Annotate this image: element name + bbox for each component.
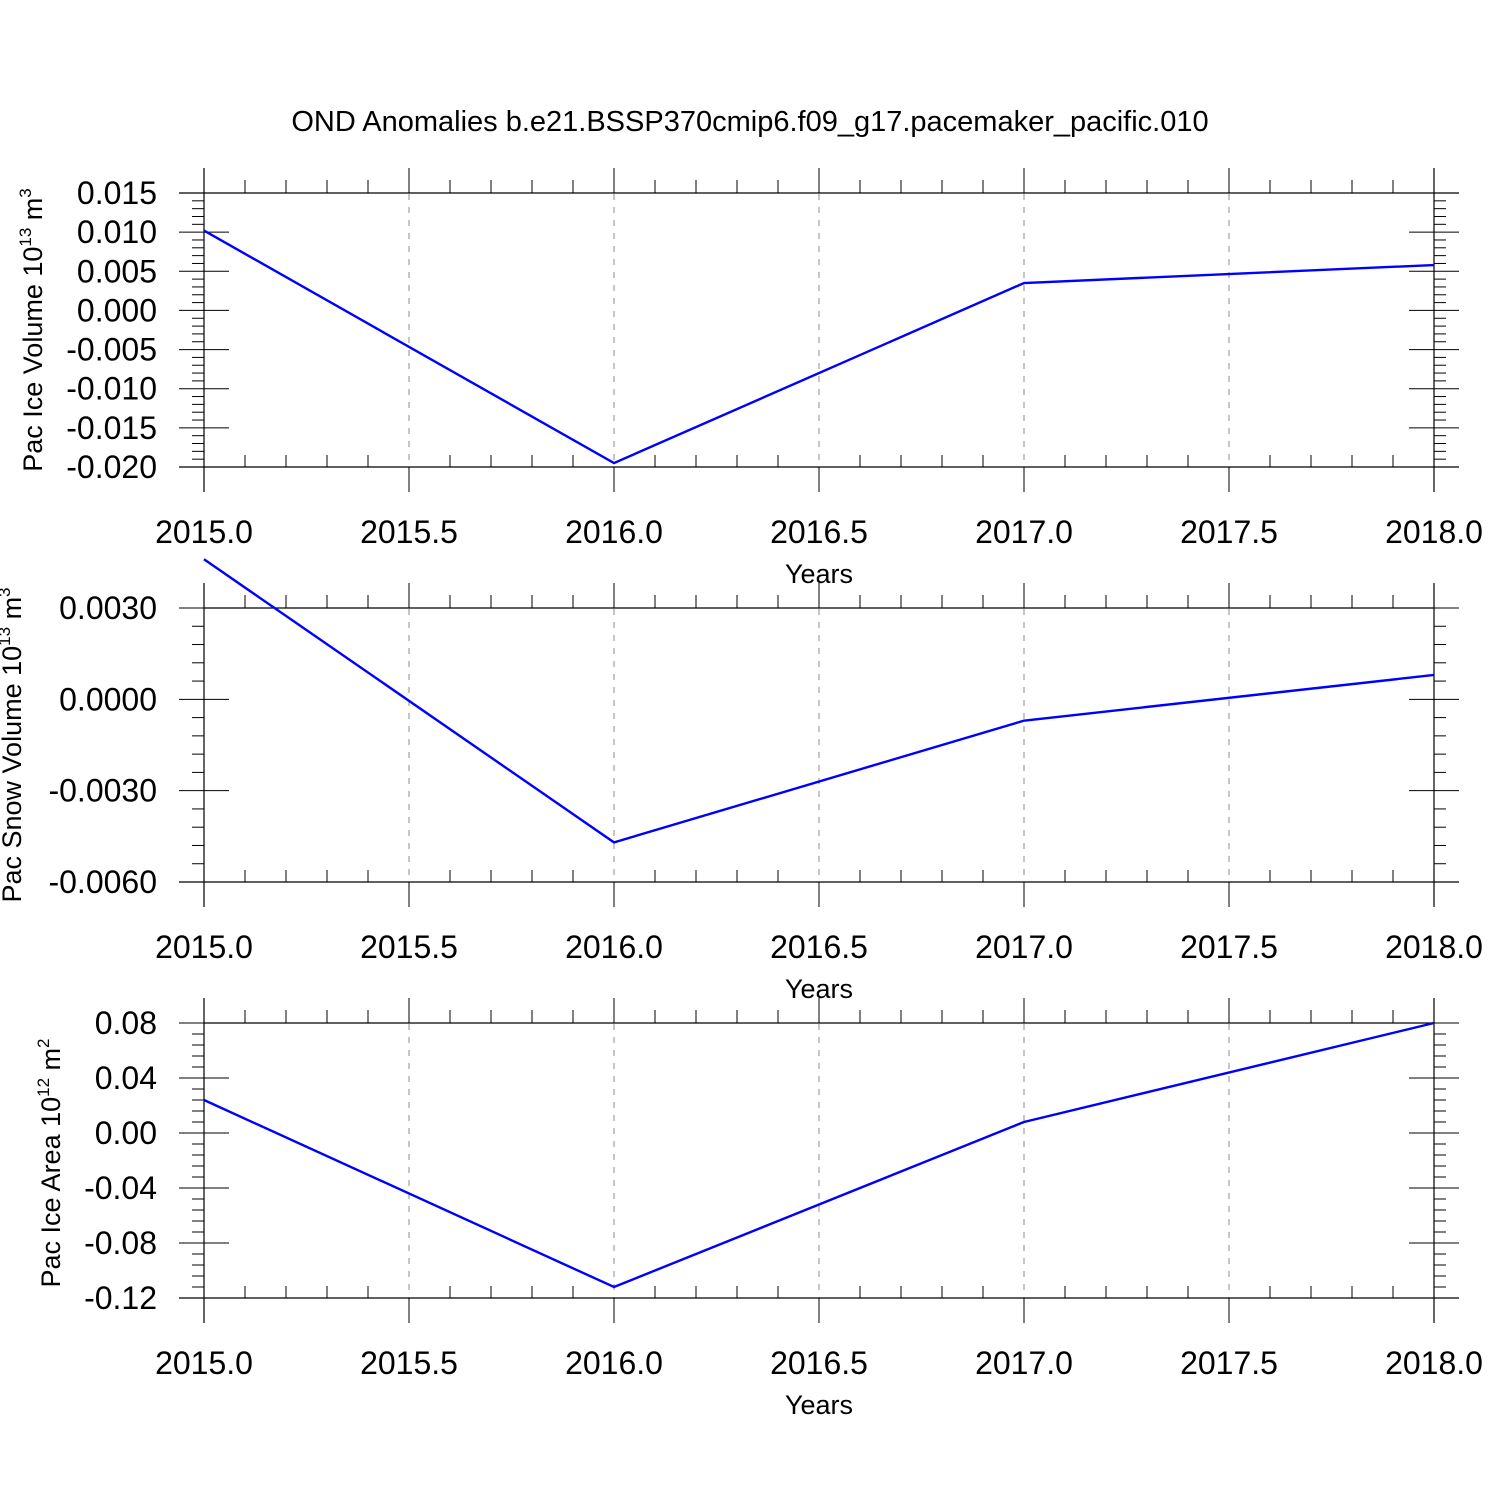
y-axis-label-superscript: 2 — [34, 1038, 53, 1047]
y-axis-label-text: Pac Ice Volume 10 — [18, 247, 48, 472]
y-tick-label: 0.010 — [77, 214, 157, 250]
y-tick-label: -0.010 — [66, 371, 157, 407]
y-tick-label: -0.12 — [84, 1280, 157, 1316]
y-tick-label: 0.04 — [95, 1060, 157, 1096]
y-tick-label: -0.005 — [66, 332, 157, 368]
series-line — [203, 1021, 1435, 1289]
x-tick-label: 2017.0 — [975, 514, 1073, 550]
y-tick-label: 0.00 — [95, 1115, 157, 1151]
x-tick-label: 2016.5 — [770, 514, 868, 550]
x-tick-label: 2016.0 — [565, 929, 663, 965]
x-tick-label: 2016.5 — [770, 1345, 868, 1381]
y-axis-label-text: m — [18, 198, 48, 228]
x-tick-label: 2015.5 — [360, 1345, 458, 1381]
x-tick-label: 2015.0 — [155, 929, 253, 965]
y-tick-label: -0.0030 — [48, 773, 157, 809]
y-tick-label: 0.000 — [77, 292, 157, 328]
x-tick-label: 2015.5 — [360, 514, 458, 550]
panel-3: 0.08 0.04 0.00 -0.04 -0.08 -0.12 2015.0 2015.5 2… — [34, 998, 1483, 1420]
y-axis-label-superscript: 12 — [34, 1078, 53, 1097]
x-axis-label: Years — [785, 1390, 853, 1420]
x-tick-label: 2016.0 — [565, 1345, 663, 1381]
x-tick-label: 2015.0 — [155, 514, 253, 550]
y-tick-label: 0.015 — [77, 175, 157, 211]
figure-title: OND Anomalies b.e21.BSSP370cmip6.f09_g17… — [291, 106, 1208, 138]
y-tick-label: -0.0060 — [48, 864, 157, 900]
y-tick-label: -0.020 — [66, 449, 157, 485]
x-tick-label: 2018.0 — [1385, 514, 1483, 550]
y-axis-label-text: Pac Snow Volume 10 — [0, 646, 27, 903]
x-tick-label: 2017.5 — [1180, 514, 1278, 550]
y-axis-label-text: m — [36, 1048, 66, 1078]
series-line — [203, 229, 1435, 465]
y-tick-label: 0.0000 — [59, 681, 157, 717]
x-tick-label: 2015.5 — [360, 929, 458, 965]
y-tick-label: 0.0030 — [59, 590, 157, 626]
x-tick-label: 2018.0 — [1385, 1345, 1483, 1381]
y-tick-label: -0.015 — [66, 410, 157, 446]
y-axis-label-superscript: 13 — [16, 228, 35, 247]
x-tick-label: 2015.0 — [155, 1345, 253, 1381]
y-tick-label: 0.005 — [77, 253, 157, 289]
y-axis-label-superscript: 3 — [16, 188, 35, 197]
y-axis-label-text: m — [0, 597, 27, 627]
y-tick-label: -0.04 — [84, 1170, 157, 1206]
y-axis-label-superscript: 3 — [0, 587, 14, 596]
y-tick-label: 0.08 — [95, 1005, 157, 1041]
x-tick-label: 2016.0 — [565, 514, 663, 550]
y-axis-label-superscript: 13 — [0, 627, 14, 646]
x-tick-label: 2017.5 — [1180, 1345, 1278, 1381]
x-tick-label: 2017.5 — [1180, 929, 1278, 965]
y-axis-label: Pac Ice Volume 1013 m3 — [16, 188, 48, 472]
series-line — [203, 558, 1435, 844]
y-axis-label: Pac Snow Volume 1013 m3 — [0, 587, 27, 902]
y-axis-label: Pac Ice Area 1012 m2 — [34, 1038, 66, 1287]
x-tick-label: 2017.0 — [975, 1345, 1073, 1381]
x-tick-label: 2017.0 — [975, 929, 1073, 965]
panels: 0.0150.0100.0050.000-0.005-0.010-0.015-0… — [0, 168, 1483, 1420]
x-tick-label: 2018.0 — [1385, 929, 1483, 965]
panel-2: 0.0030 0.0000 -0.0030 -0.0060 2015.0 2015.5 20… — [0, 558, 1483, 1004]
y-axis-label-text: Pac Ice Area 10 — [36, 1097, 66, 1288]
y-tick-label: -0.08 — [84, 1225, 157, 1261]
x-tick-label: 2016.5 — [770, 929, 868, 965]
